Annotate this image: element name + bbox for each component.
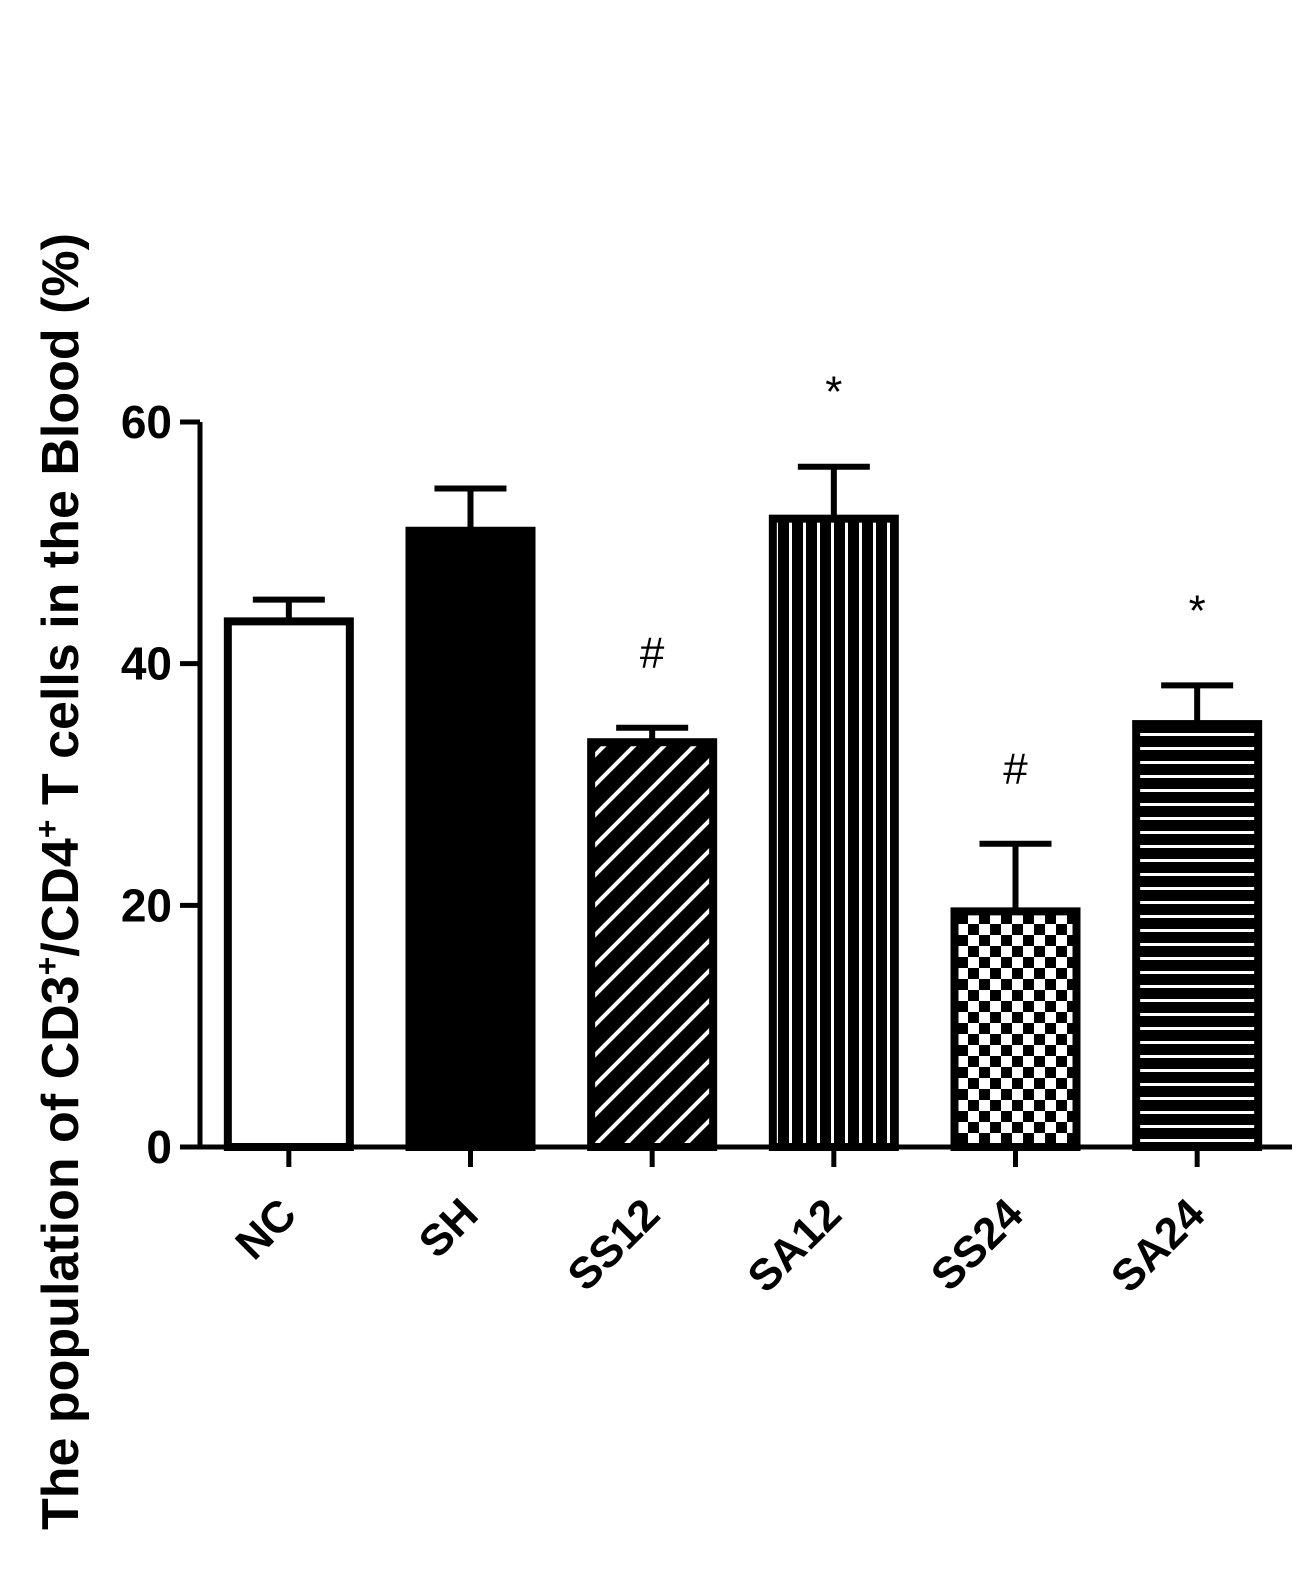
axes: 0 20 40 60 [121, 396, 1292, 1173]
y-tick-label: 20 [121, 879, 172, 931]
svg-text:The population of CD3+/CD4+ T: The population of CD3+/CD4+ T cells in t… [29, 233, 90, 1530]
significance-annotation: # [1003, 745, 1028, 794]
y-tick-label: 0 [146, 1121, 172, 1173]
x-category-label: SS24 [922, 1189, 1033, 1300]
bars [223, 463, 1263, 1151]
y-tick-label: 60 [121, 396, 172, 448]
labels: NC SH SS12 # SA12 * SS24 # SA24 * [226, 368, 1214, 1302]
bar-sa12 [768, 514, 899, 1151]
y-axis-label-sup-2: + [29, 820, 65, 839]
significance-annotation: # [640, 629, 665, 678]
x-category-label: NC [226, 1189, 306, 1269]
y-axis-label-part-3: T cells in the Blood (%) [32, 233, 90, 819]
y-axis-label-part-2: /CD4 [32, 838, 90, 957]
bar-ss12 [587, 738, 718, 1151]
bar-nc [223, 617, 354, 1151]
x-category-label: SH [410, 1189, 488, 1267]
x-category-label: SA24 [1102, 1189, 1215, 1302]
significance-annotation: * [825, 368, 842, 417]
x-category-label: SA12 [738, 1189, 850, 1301]
y-axis-label: The population of CD3+/CD4+ T cells in t… [29, 233, 90, 1530]
bar-ss24 [950, 907, 1081, 1151]
x-category-label: SS12 [558, 1189, 669, 1300]
significance-annotation: * [1189, 586, 1206, 635]
y-tick-label: 40 [121, 638, 172, 690]
y-axis-label-part-1: The population of CD3 [32, 975, 90, 1530]
bar-sa24 [1132, 720, 1263, 1151]
y-axis-label-sup-1: + [29, 957, 65, 976]
bar-sh [405, 526, 536, 1151]
